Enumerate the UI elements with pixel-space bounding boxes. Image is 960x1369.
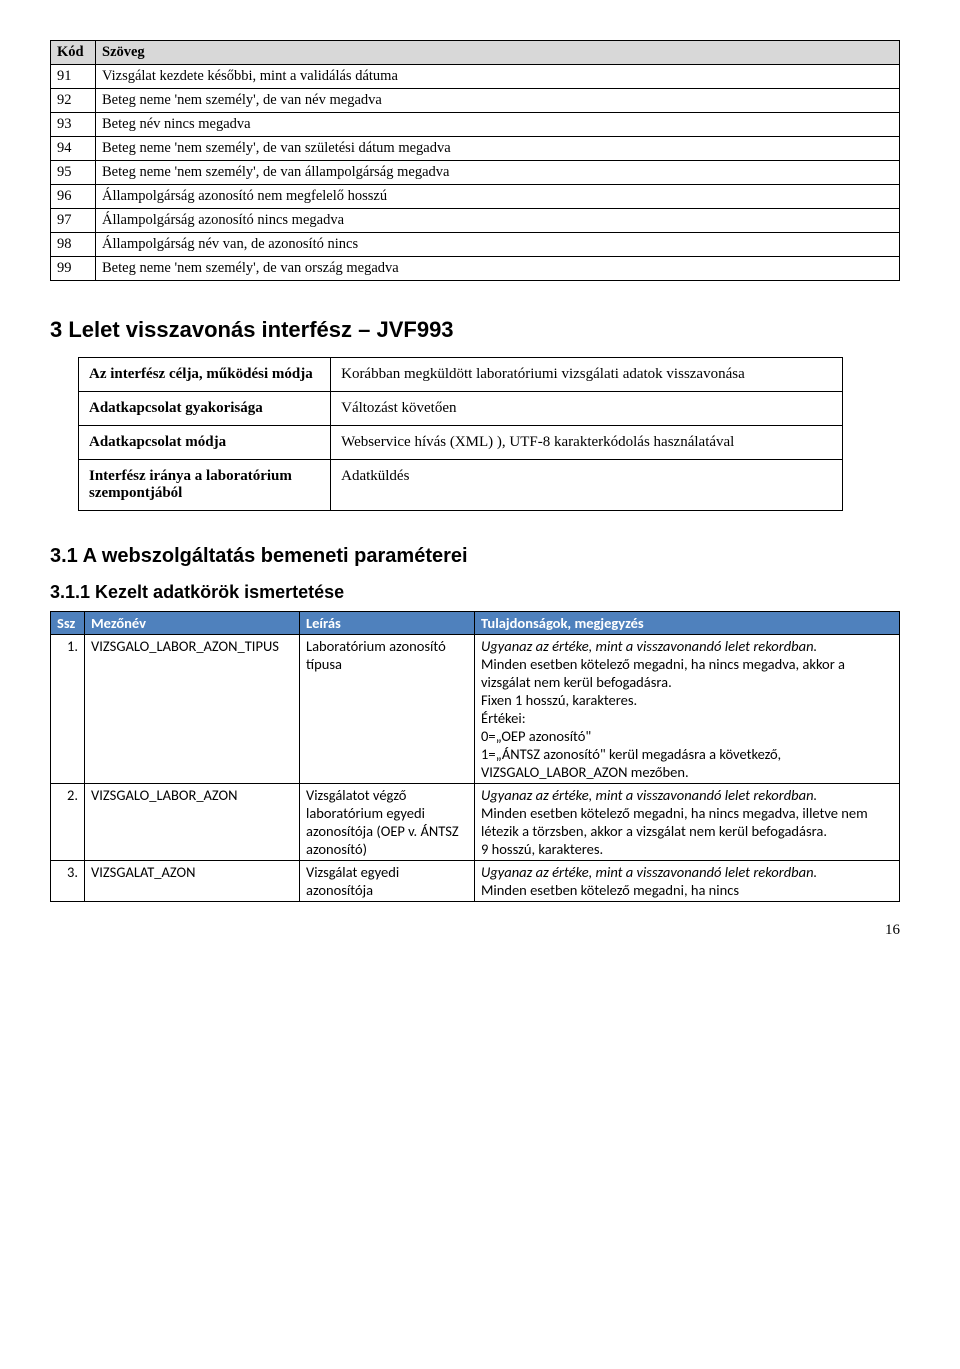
interface-value: Korábban megküldött laboratóriumi vizsgá… — [331, 358, 843, 392]
interface-row: Adatkapcsolat gyakoriságaVáltozást követ… — [79, 392, 843, 426]
interface-value: Változást követően — [331, 392, 843, 426]
code-cell-kod: 91 — [51, 65, 96, 89]
section-3-1-1-heading: 3.1.1 Kezelt adatkörök ismertetése — [50, 582, 900, 603]
section-3-heading: 3 Lelet visszavonás interfész – JVF993 — [50, 317, 900, 343]
code-cell-szoveg: Vizsgálat kezdete későbbi, mint a validá… — [96, 65, 900, 89]
fields-notes-line: Értékei: — [481, 709, 526, 727]
fields-cell-field: VIZSGALAT_AZON — [85, 861, 300, 902]
interface-label: Adatkapcsolat gyakorisága — [79, 392, 331, 426]
fields-cell-field: VIZSGALO_LABOR_AZON — [85, 784, 300, 861]
code-table-row: 97Állampolgárság azonosító nincs megadva — [51, 209, 900, 233]
fields-row: 1.VIZSGALO_LABOR_AZON_TIPUSLaboratórium … — [51, 635, 900, 784]
fields-notes-italic: Ugyanaz az értéke, mint a visszavonandó … — [481, 863, 817, 881]
code-cell-kod: 96 — [51, 185, 96, 209]
code-table-row: 99Beteg neme 'nem személy', de van orszá… — [51, 257, 900, 281]
fields-cell-desc: Laboratórium azonosító típusa — [300, 635, 475, 784]
section-3-1-heading: 3.1 A webszolgáltatás bemeneti paraméter… — [50, 545, 900, 568]
fields-cell-ssz: 2. — [51, 784, 85, 861]
interface-row: Interfész iránya a laboratórium szempont… — [79, 460, 843, 511]
fields-cell-ssz: 3. — [51, 861, 85, 902]
code-cell-kod: 97 — [51, 209, 96, 233]
code-table-row: 94Beteg neme 'nem személy', de van szüle… — [51, 137, 900, 161]
code-cell-szoveg: Beteg neme 'nem személy', de van ország … — [96, 257, 900, 281]
fields-notes-line: Minden esetben kötelező megadni, ha ninc… — [481, 655, 845, 691]
code-table: Kód Szöveg 91Vizsgálat kezdete későbbi, … — [50, 40, 900, 281]
fields-notes-line: 1=„ÁNTSZ azonosító" kerül megadásra a kö… — [481, 745, 781, 781]
code-cell-kod: 98 — [51, 233, 96, 257]
fields-table: Ssz Mezőnév Leírás Tulajdonságok, megjeg… — [50, 611, 900, 902]
code-cell-szoveg: Állampolgárság azonosító nem megfelelő h… — [96, 185, 900, 209]
fields-cell-desc: Vizsgálatot végző laboratórium egyedi az… — [300, 784, 475, 861]
code-cell-kod: 92 — [51, 89, 96, 113]
fields-hdr-ssz: Ssz — [51, 612, 85, 635]
fields-notes-line: 9 hosszú, karakteres. — [481, 840, 603, 858]
fields-notes-line: Minden esetben kötelező megadni, ha ninc… — [481, 804, 868, 840]
interface-label: Az interfész célja, működési módja — [79, 358, 331, 392]
code-cell-szoveg: Beteg név nincs megadva — [96, 113, 900, 137]
interface-table: Az interfész célja, működési módjaKorább… — [78, 357, 843, 511]
interface-row: Az interfész célja, működési módjaKorább… — [79, 358, 843, 392]
code-table-row: 95Beteg neme 'nem személy', de van állam… — [51, 161, 900, 185]
code-cell-szoveg: Beteg neme 'nem személy', de van születé… — [96, 137, 900, 161]
fields-row: 2.VIZSGALO_LABOR_AZONVizsgálatot végző l… — [51, 784, 900, 861]
code-table-header-szoveg: Szöveg — [96, 41, 900, 65]
interface-label: Interfész iránya a laboratórium szempont… — [79, 460, 331, 511]
code-cell-szoveg: Állampolgárság azonosító nincs megadva — [96, 209, 900, 233]
code-cell-kod: 94 — [51, 137, 96, 161]
code-cell-szoveg: Beteg neme 'nem személy', de van állampo… — [96, 161, 900, 185]
fields-cell-notes: Ugyanaz az értéke, mint a visszavonandó … — [475, 861, 900, 902]
fields-hdr-field: Mezőnév — [85, 612, 300, 635]
fields-notes-italic: Ugyanaz az értéke, mint a visszavonandó … — [481, 786, 817, 804]
code-table-row: 98Állampolgárság név van, de azonosító n… — [51, 233, 900, 257]
fields-hdr-desc: Leírás — [300, 612, 475, 635]
fields-notes-line: Fixen 1 hosszú, karakteres. — [481, 691, 637, 709]
fields-cell-field: VIZSGALO_LABOR_AZON_TIPUS — [85, 635, 300, 784]
fields-cell-notes: Ugyanaz az értéke, mint a visszavonandó … — [475, 784, 900, 861]
code-table-row: 92Beteg neme 'nem személy', de van név m… — [51, 89, 900, 113]
code-cell-szoveg: Beteg neme 'nem személy', de van név meg… — [96, 89, 900, 113]
fields-row: 3.VIZSGALAT_AZONVizsgálat egyedi azonosí… — [51, 861, 900, 902]
code-table-row: 96Állampolgárság azonosító nem megfelelő… — [51, 185, 900, 209]
code-table-row: 91Vizsgálat kezdete későbbi, mint a vali… — [51, 65, 900, 89]
code-table-header-kod: Kód — [51, 41, 96, 65]
fields-cell-notes: Ugyanaz az értéke, mint a visszavonandó … — [475, 635, 900, 784]
code-cell-kod: 95 — [51, 161, 96, 185]
fields-notes-line: 0=„OEP azonosító" — [481, 727, 591, 745]
code-table-row: 93Beteg név nincs megadva — [51, 113, 900, 137]
page-number: 16 — [50, 922, 900, 939]
fields-cell-ssz: 1. — [51, 635, 85, 784]
fields-notes-line: Minden esetben kötelező megadni, ha ninc… — [481, 881, 739, 899]
interface-value: Adatküldés — [331, 460, 843, 511]
fields-table-header-row: Ssz Mezőnév Leírás Tulajdonságok, megjeg… — [51, 612, 900, 635]
fields-notes-italic: Ugyanaz az értéke, mint a visszavonandó … — [481, 637, 817, 655]
code-cell-kod: 99 — [51, 257, 96, 281]
interface-value: Webservice hívás (XML) ), UTF-8 karakter… — [331, 426, 843, 460]
code-cell-szoveg: Állampolgárság név van, de azonosító nin… — [96, 233, 900, 257]
interface-label: Adatkapcsolat módja — [79, 426, 331, 460]
fields-hdr-notes: Tulajdonságok, megjegyzés — [475, 612, 900, 635]
interface-row: Adatkapcsolat módjaWebservice hívás (XML… — [79, 426, 843, 460]
code-cell-kod: 93 — [51, 113, 96, 137]
fields-cell-desc: Vizsgálat egyedi azonosítója — [300, 861, 475, 902]
code-table-header-row: Kód Szöveg — [51, 41, 900, 65]
